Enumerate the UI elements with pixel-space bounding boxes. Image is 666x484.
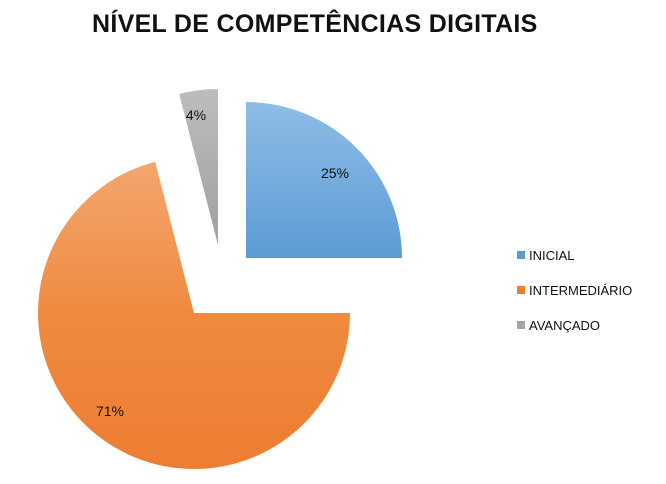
legend-label-1: INICIAL [529,247,575,263]
pie-slice-2 [38,161,350,469]
chart-title: NÍVEL DE COMPETÊNCIAS DIGITAIS [92,10,538,38]
legend: INICIAL INTERMEDIÁRIO AVANÇADO [517,244,632,349]
legend-swatch-3 [517,321,525,329]
legend-label-2: INTERMEDIÁRIO [529,282,633,298]
pie-slice-1 [246,102,402,258]
legend-item-3: AVANÇADO [517,314,632,336]
legend-swatch-1 [517,251,525,259]
legend-item-1: INICIAL [517,244,632,266]
slice-data-label-1: 25% [321,165,349,181]
pie-slice-3 [179,89,218,245]
legend-label-3: AVANÇADO [529,317,601,333]
slice-data-label-3: 4% [186,107,206,123]
legend-item-2: INTERMEDIÁRIO [517,279,632,301]
slice-data-label-2: 71% [96,403,124,419]
legend-swatch-2 [517,286,525,294]
